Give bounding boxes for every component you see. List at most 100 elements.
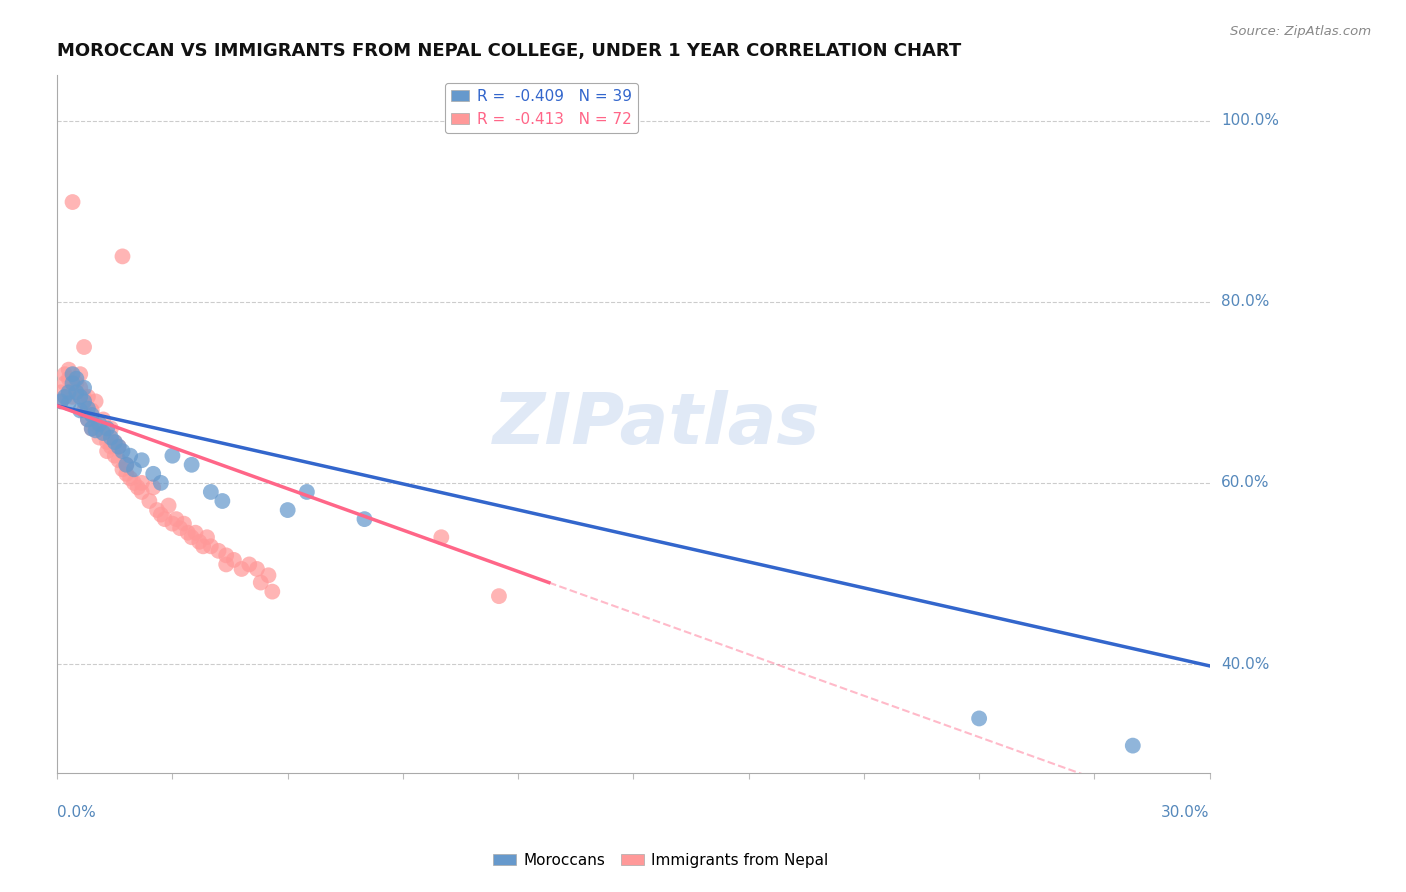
Point bbox=[96, 421, 118, 435]
Point bbox=[96, 444, 118, 458]
Point bbox=[58, 362, 80, 376]
Point bbox=[246, 562, 269, 576]
Point bbox=[49, 385, 72, 400]
Point bbox=[215, 558, 238, 572]
Point bbox=[49, 394, 72, 409]
Point bbox=[169, 521, 191, 535]
Point bbox=[165, 512, 187, 526]
Text: 40.0%: 40.0% bbox=[1222, 657, 1270, 672]
Point bbox=[200, 485, 222, 500]
Text: Source: ZipAtlas.com: Source: ZipAtlas.com bbox=[1230, 25, 1371, 38]
Point bbox=[207, 544, 229, 558]
Point bbox=[149, 475, 172, 490]
Point bbox=[131, 485, 153, 500]
Point bbox=[104, 435, 127, 450]
Point bbox=[211, 494, 233, 508]
Point bbox=[91, 412, 114, 426]
Point bbox=[353, 512, 375, 526]
Point bbox=[91, 425, 114, 440]
Point bbox=[73, 403, 96, 417]
Point bbox=[107, 453, 129, 467]
Point bbox=[69, 381, 91, 395]
Point bbox=[73, 340, 96, 354]
Point bbox=[100, 421, 122, 435]
Point bbox=[115, 458, 138, 472]
Text: ZIPatlas: ZIPatlas bbox=[492, 390, 820, 458]
Point bbox=[191, 539, 214, 553]
Point bbox=[180, 458, 202, 472]
Point bbox=[69, 403, 91, 417]
Text: MOROCCAN VS IMMIGRANTS FROM NEPAL COLLEGE, UNDER 1 YEAR CORRELATION CHART: MOROCCAN VS IMMIGRANTS FROM NEPAL COLLEG… bbox=[58, 42, 962, 60]
Legend: Moroccans, Immigrants from Nepal: Moroccans, Immigrants from Nepal bbox=[486, 847, 835, 873]
Point bbox=[80, 408, 103, 422]
Point bbox=[62, 195, 84, 210]
Point bbox=[58, 372, 80, 386]
Point bbox=[111, 462, 134, 476]
Point bbox=[77, 401, 100, 416]
Point bbox=[120, 471, 142, 485]
Point bbox=[77, 412, 100, 426]
Point bbox=[184, 525, 207, 540]
Point bbox=[257, 568, 280, 582]
Point bbox=[80, 421, 103, 435]
Point bbox=[153, 512, 176, 526]
Point bbox=[111, 444, 134, 458]
Point bbox=[157, 499, 180, 513]
Point bbox=[195, 530, 218, 544]
Point bbox=[162, 516, 184, 531]
Point bbox=[62, 367, 84, 381]
Point bbox=[1122, 739, 1144, 753]
Point bbox=[100, 440, 122, 454]
Point bbox=[200, 539, 222, 553]
Point bbox=[84, 394, 107, 409]
Point bbox=[430, 530, 453, 544]
Point bbox=[138, 494, 160, 508]
Point bbox=[89, 431, 111, 445]
Point bbox=[177, 525, 200, 540]
Point bbox=[65, 372, 87, 386]
Point bbox=[115, 458, 138, 472]
Point bbox=[111, 249, 134, 263]
Point bbox=[53, 390, 76, 404]
Point bbox=[173, 516, 195, 531]
Point bbox=[127, 480, 149, 494]
Point bbox=[53, 376, 76, 391]
Point bbox=[107, 440, 129, 454]
Point bbox=[89, 417, 111, 431]
Point bbox=[131, 453, 153, 467]
Point bbox=[180, 530, 202, 544]
Text: 60.0%: 60.0% bbox=[1222, 475, 1270, 491]
Point bbox=[107, 440, 129, 454]
Point bbox=[238, 558, 260, 572]
Point bbox=[295, 485, 318, 500]
Point bbox=[84, 417, 107, 431]
Point bbox=[84, 423, 107, 437]
Point bbox=[215, 549, 238, 563]
Point bbox=[65, 385, 87, 400]
Point bbox=[62, 390, 84, 404]
Point bbox=[122, 462, 145, 476]
Point bbox=[142, 480, 165, 494]
Point bbox=[231, 562, 253, 576]
Point bbox=[115, 467, 138, 481]
Point bbox=[89, 421, 111, 435]
Point bbox=[100, 431, 122, 445]
Text: 0.0%: 0.0% bbox=[58, 805, 96, 820]
Text: 100.0%: 100.0% bbox=[1222, 113, 1279, 128]
Point bbox=[69, 390, 91, 404]
Point bbox=[65, 385, 87, 400]
Point bbox=[104, 435, 127, 450]
Point bbox=[49, 394, 72, 409]
Point bbox=[77, 412, 100, 426]
Point bbox=[277, 503, 299, 517]
Point bbox=[120, 449, 142, 463]
Point bbox=[146, 503, 169, 517]
Point bbox=[77, 390, 100, 404]
Point bbox=[149, 508, 172, 522]
Point bbox=[104, 449, 127, 463]
Point bbox=[262, 584, 284, 599]
Point bbox=[967, 711, 990, 725]
Point bbox=[58, 385, 80, 400]
Point bbox=[488, 589, 510, 603]
Point bbox=[142, 467, 165, 481]
